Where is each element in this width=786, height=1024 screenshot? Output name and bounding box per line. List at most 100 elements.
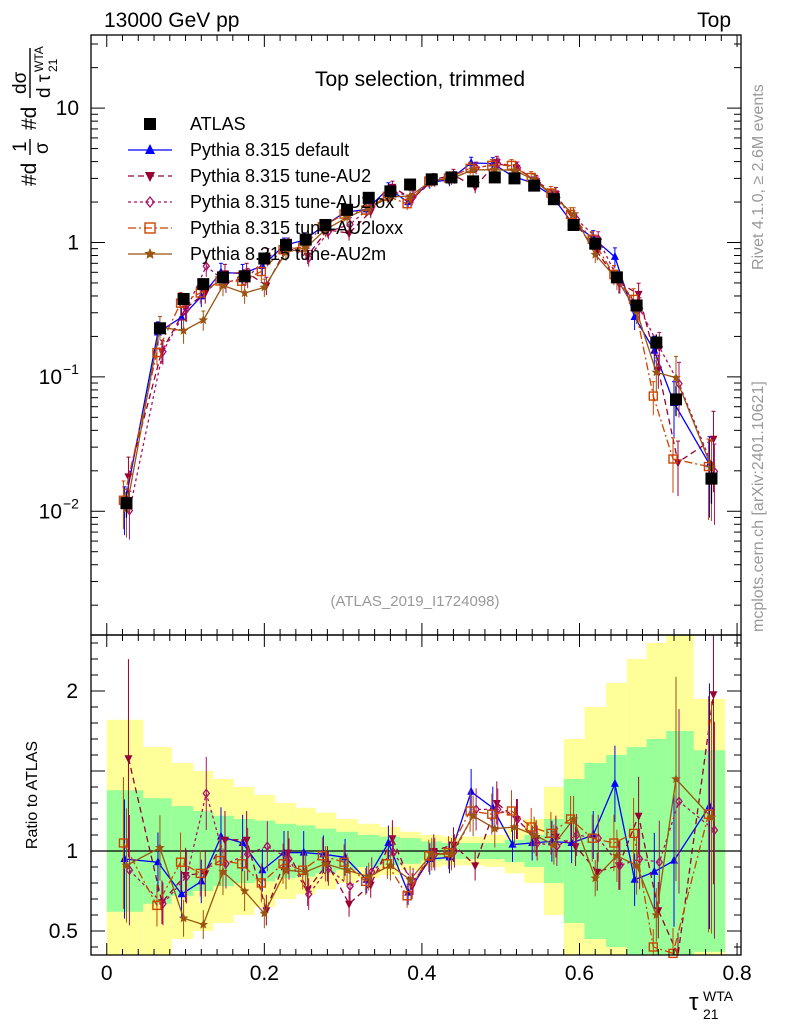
ratio-point bbox=[320, 858, 331, 868]
main-point bbox=[674, 459, 682, 468]
main-point bbox=[256, 266, 267, 277]
ratio-y-tick-label: 1 bbox=[66, 840, 78, 863]
ratio-point bbox=[675, 796, 683, 807]
ratio-point bbox=[263, 841, 272, 852]
main-point bbox=[668, 454, 678, 464]
ratio-point bbox=[490, 823, 500, 833]
main-y-axis-label: #d1/σ #dd σ/dτ21WTA #d 1 σ #d dσ d τ WTA… bbox=[10, 46, 60, 186]
ratio-point bbox=[220, 836, 229, 845]
ratio-point bbox=[346, 881, 354, 892]
ratio-point bbox=[648, 942, 659, 952]
x-label-sub: 21 bbox=[703, 1006, 719, 1022]
ratio-y-tick-label: 2 bbox=[66, 680, 78, 703]
ratio-point bbox=[446, 849, 457, 859]
ratio-point bbox=[427, 849, 437, 859]
legend-label: Pythia 8.315 default bbox=[190, 140, 349, 160]
ratio-point bbox=[533, 837, 541, 849]
ratio-point bbox=[571, 843, 580, 852]
y-label-frac2-den: d τ bbox=[34, 74, 55, 98]
data-point bbox=[508, 172, 521, 185]
ratio-point bbox=[281, 865, 291, 875]
ratio-point bbox=[616, 860, 624, 871]
legend-entry-default: Pythia 8.315 default bbox=[128, 140, 349, 160]
ratio-point bbox=[175, 857, 186, 867]
analysis-id: (ATLAS_2019_I1724098) bbox=[330, 593, 499, 610]
x-label-sup: WTA bbox=[703, 988, 734, 1004]
data-point bbox=[238, 270, 251, 283]
main-point bbox=[346, 219, 354, 230]
ratio-point bbox=[239, 886, 250, 895]
ratio-point bbox=[118, 838, 129, 848]
ratio-point bbox=[650, 866, 659, 875]
ratio-point bbox=[468, 810, 478, 820]
legend-label: Pythia 8.315 tune-AU2lox bbox=[190, 192, 394, 212]
ratio-point bbox=[388, 835, 397, 844]
y-label-frac1: 1 bbox=[10, 141, 31, 152]
data-point bbox=[299, 233, 312, 246]
data-point bbox=[488, 171, 501, 184]
main-point bbox=[367, 200, 376, 212]
main-point bbox=[648, 391, 659, 401]
ratio-point bbox=[125, 865, 134, 876]
legend-label: ATLAS bbox=[190, 114, 246, 134]
data-point bbox=[120, 497, 133, 510]
main-point bbox=[590, 249, 600, 259]
main-point bbox=[364, 203, 374, 212]
main-point bbox=[402, 198, 412, 209]
main-point bbox=[178, 325, 189, 335]
ratio-uncertainty-bands bbox=[106, 635, 726, 955]
ratio-point bbox=[198, 919, 208, 929]
ratio-point bbox=[317, 851, 328, 861]
main-frame bbox=[90, 34, 742, 636]
data-point bbox=[341, 203, 354, 216]
ratio-point bbox=[703, 809, 714, 819]
ratio-point bbox=[568, 814, 579, 823]
main-point bbox=[152, 347, 162, 358]
legend-entry-au2lox: Pythia 8.315 tune-AU2lox bbox=[128, 192, 394, 212]
data-point bbox=[216, 271, 229, 284]
data-point bbox=[153, 322, 166, 335]
ratio-point bbox=[342, 865, 352, 875]
ratio-point bbox=[215, 855, 225, 866]
legend: ATLAS Pythia 8.315 default Pythia 8.315 tu… bbox=[128, 114, 403, 264]
ratio-point bbox=[182, 871, 191, 882]
ratio-point bbox=[361, 876, 371, 887]
main-point bbox=[218, 280, 228, 290]
data-point bbox=[589, 237, 602, 250]
ratio-point bbox=[278, 859, 288, 869]
ratio-point bbox=[242, 836, 251, 845]
legend-marker bbox=[145, 195, 155, 209]
ratio-point bbox=[587, 833, 597, 843]
main-point bbox=[405, 191, 415, 201]
legend-label: Pythia 8.315 tune-AU2loxx bbox=[190, 218, 403, 238]
ratio-point bbox=[549, 839, 559, 849]
main-line-au2lox bbox=[128, 163, 716, 511]
ratio-point bbox=[612, 850, 622, 860]
legend-marker bbox=[145, 172, 155, 182]
main-point bbox=[259, 282, 270, 292]
main-point bbox=[634, 290, 643, 299]
ratio-point bbox=[197, 876, 206, 885]
legend-label: Pythia 8.315 tune-AU2m bbox=[190, 244, 386, 264]
data-point bbox=[404, 178, 417, 191]
data-point bbox=[610, 271, 623, 284]
ratio-point bbox=[405, 874, 415, 884]
main-line-au2m bbox=[125, 169, 713, 509]
legend-entry-au2: Pythia 8.315 tune-AU2 bbox=[128, 166, 371, 186]
main-point bbox=[651, 367, 662, 377]
y-label-sub: 21 bbox=[46, 58, 60, 72]
series-au2m bbox=[121, 163, 717, 942]
legend-marker bbox=[145, 144, 155, 154]
ratio-point bbox=[124, 755, 133, 764]
main-point bbox=[239, 288, 250, 298]
ratio-point bbox=[709, 691, 718, 700]
data-point bbox=[670, 393, 682, 406]
legend-label: Pythia 8.315 tune-AU2 bbox=[190, 166, 371, 186]
data-point bbox=[528, 179, 541, 192]
data-point bbox=[445, 171, 458, 184]
x-axis-label: τ21WTA τ WTA 21 bbox=[689, 988, 734, 1022]
y-label-render: #d bbox=[18, 163, 41, 186]
ratio-point bbox=[364, 871, 374, 881]
ratio-point bbox=[285, 853, 293, 865]
